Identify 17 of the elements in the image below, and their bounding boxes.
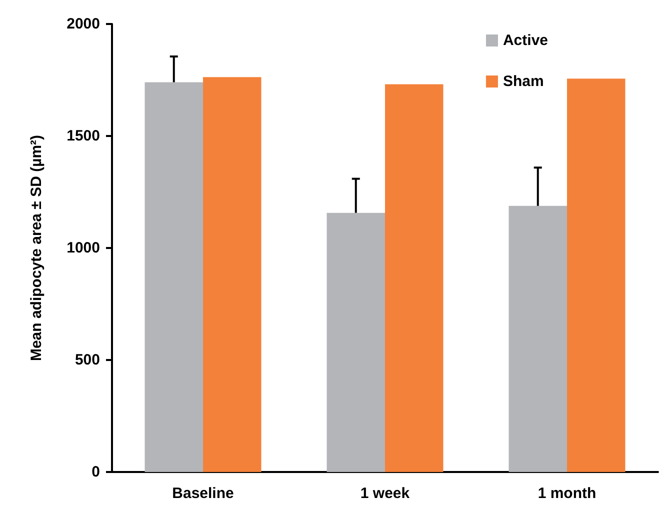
y-tick-label: 1500 (66, 128, 100, 144)
x-tick-label: 1 week (360, 485, 410, 502)
y-tick-label: 2000 (66, 16, 100, 32)
bar (203, 77, 262, 472)
x-tick-label: Baseline (172, 485, 234, 502)
y-tick-label: 500 (74, 352, 100, 368)
bar (508, 206, 567, 472)
bar (385, 84, 444, 472)
y-tick-label: 1000 (66, 240, 100, 256)
legend-label: Active (502, 32, 548, 49)
y-tick-label: 0 (92, 464, 100, 480)
x-tick-label: 1 month (538, 485, 596, 502)
legend-label: Sham (502, 73, 544, 90)
y-axis-title: Mean adipocyte area ± SD (µm²) (28, 134, 45, 362)
bar (567, 78, 626, 472)
bar (144, 82, 203, 472)
bar (326, 212, 385, 472)
